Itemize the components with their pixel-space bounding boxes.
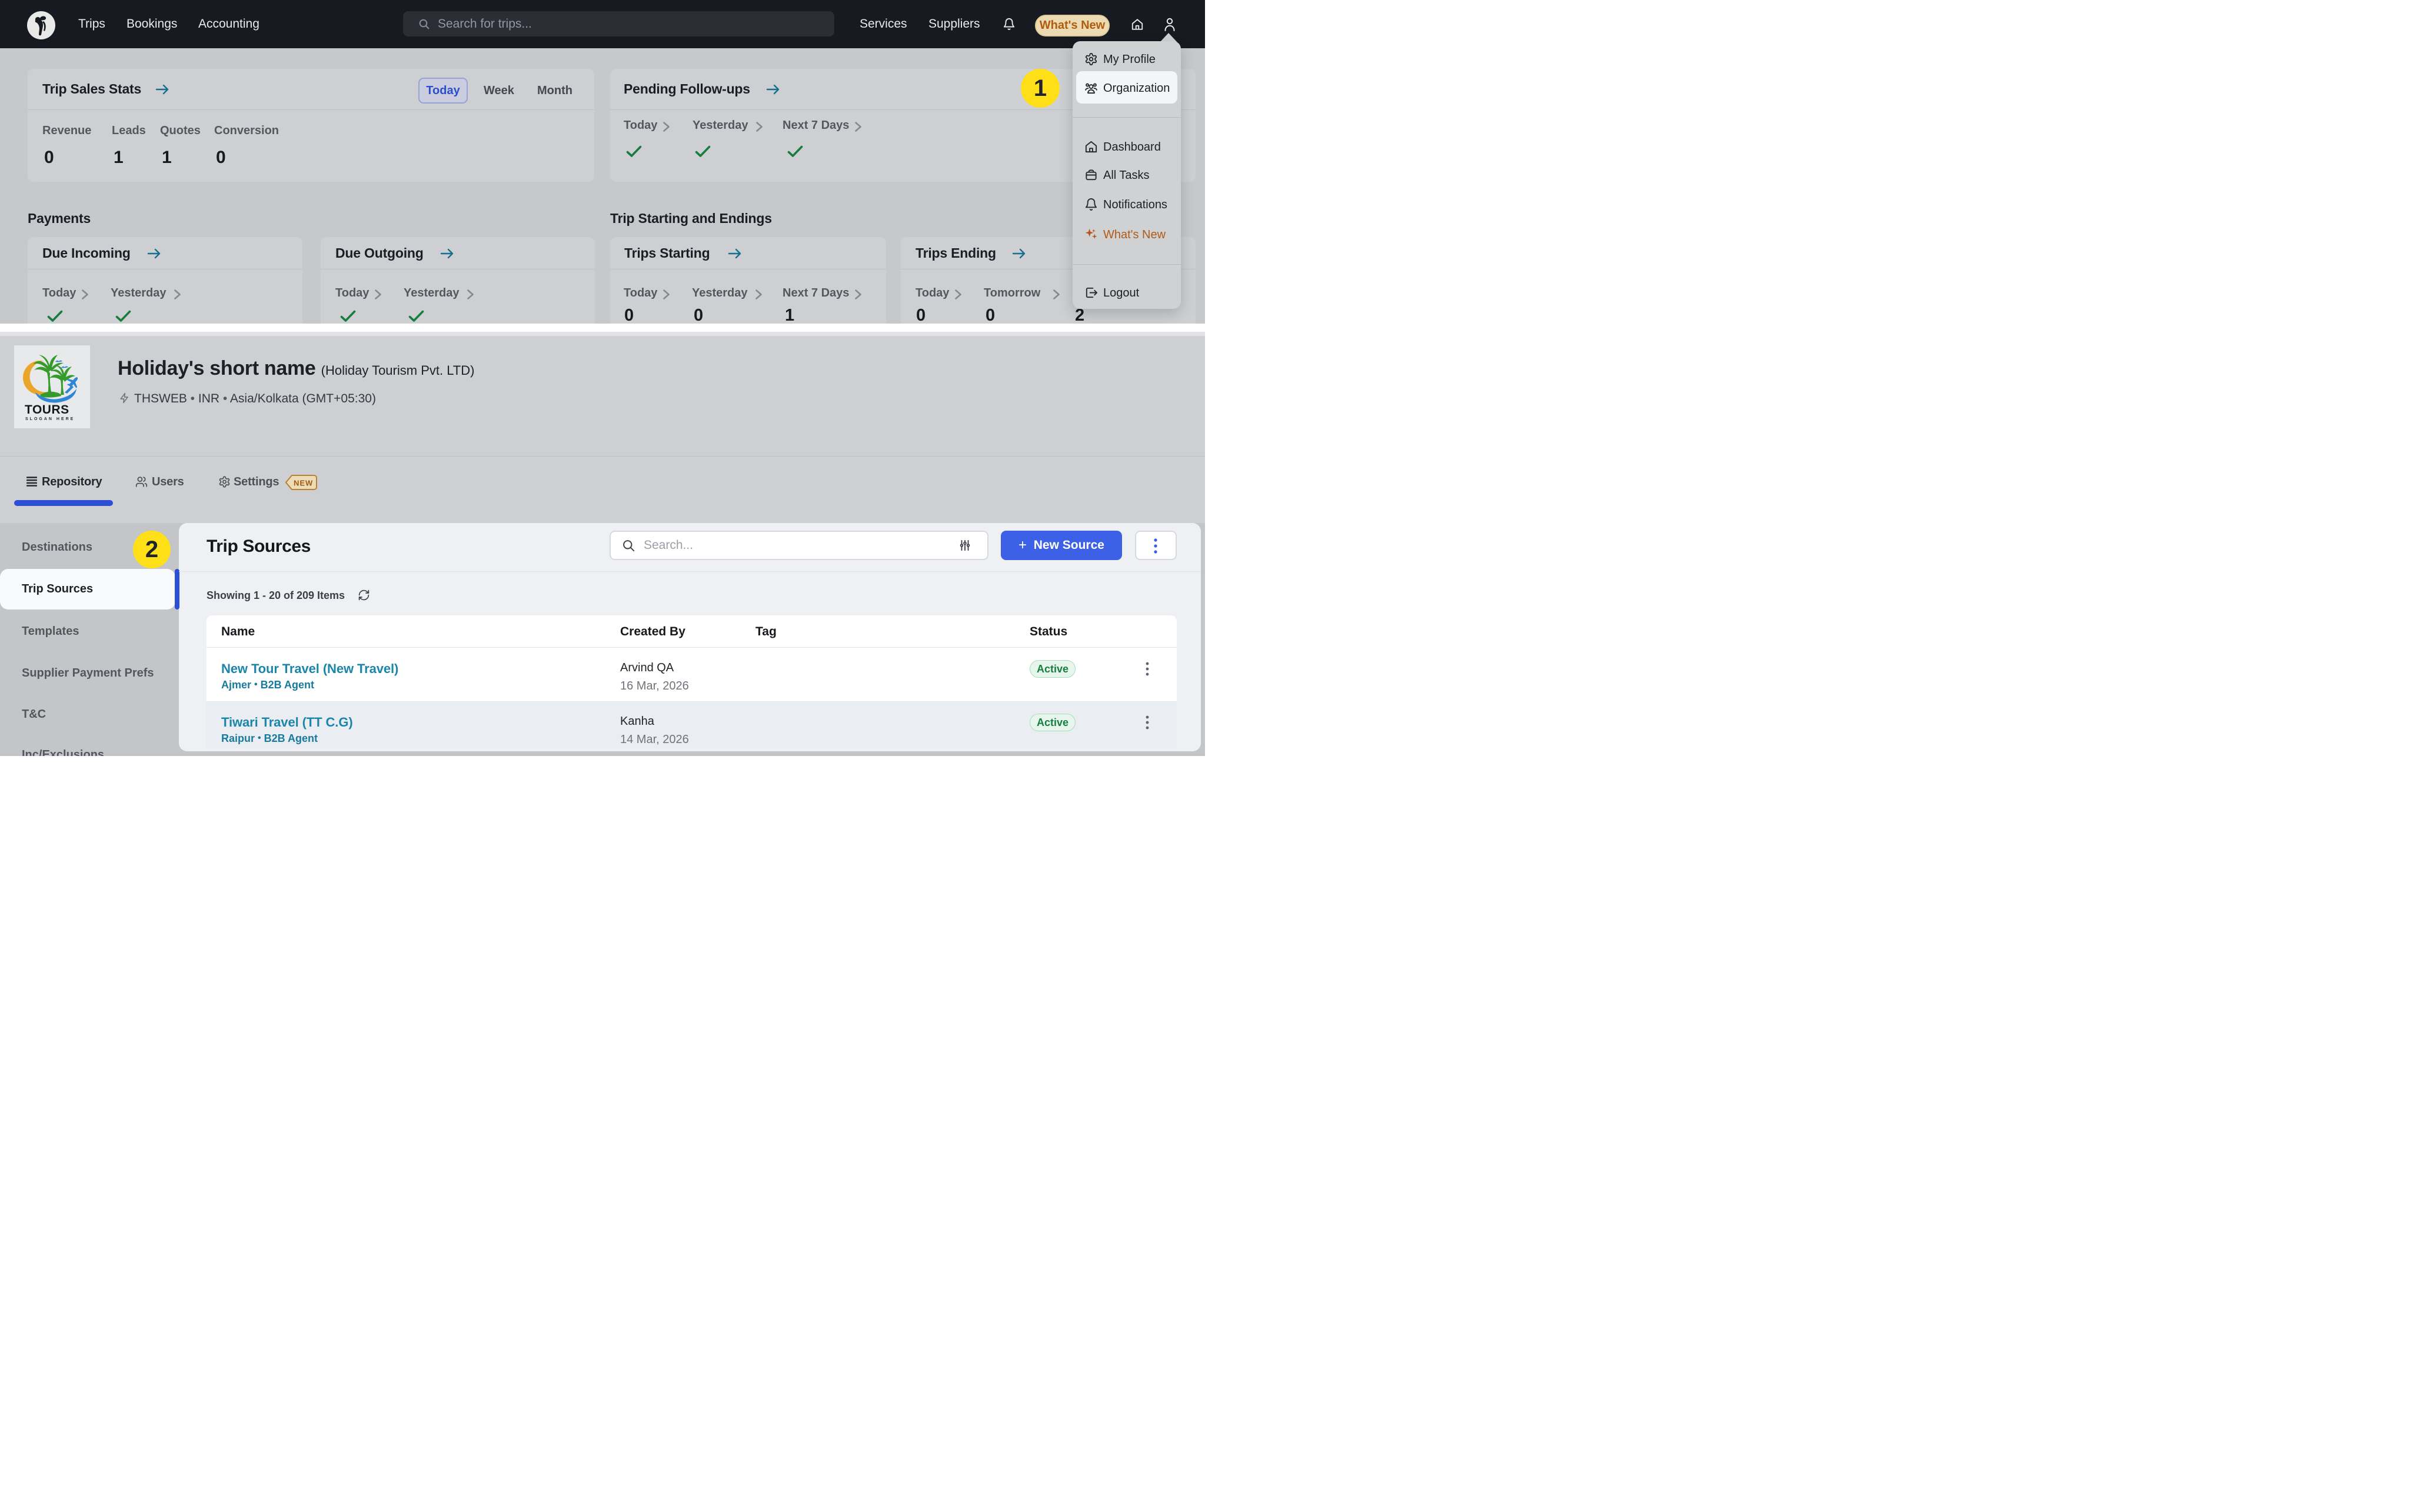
svg-text:NEW: NEW: [294, 479, 313, 488]
svg-text:SLOGAN HERE: SLOGAN HERE: [25, 417, 75, 421]
svg-text:TOURS: TOURS: [25, 403, 69, 417]
